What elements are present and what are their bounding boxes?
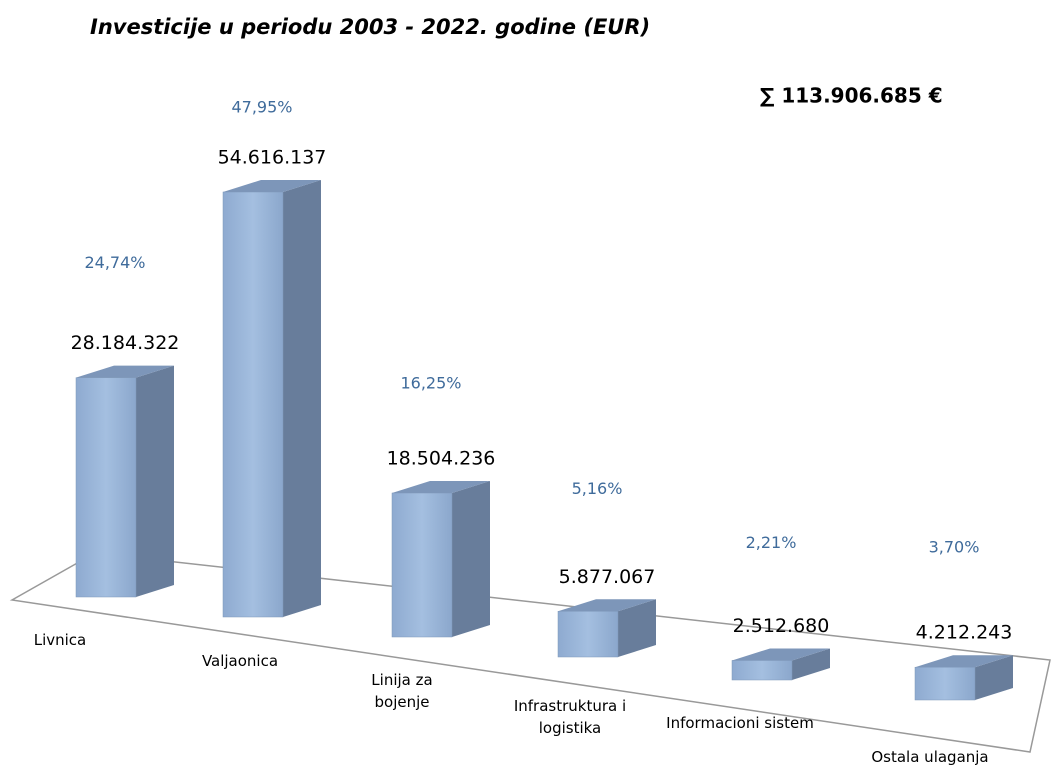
bar [391,481,490,638]
bar-front [391,492,453,638]
bar [731,648,830,681]
bar-top [558,599,656,612]
bar-top [915,655,1013,668]
share-label: 47,95% [231,98,292,117]
share-label: 5,16% [572,479,623,498]
category-label: Linija za bojenje [371,671,433,711]
bar [75,365,174,598]
value-label: 5.877.067 [559,566,656,588]
bar-side [452,481,490,637]
category-label: Livnica [33,631,87,649]
share-label: 2,21% [746,533,797,552]
bar-side [792,648,830,680]
share-label: 16,25% [400,374,461,393]
value-label: 28.184.322 [71,332,180,354]
bar-side [136,365,174,597]
category-label: Informacioni sistem [666,714,814,732]
bar-front [731,660,793,681]
bar-top [76,365,174,378]
category-label: Ostala ulaganja [871,748,989,766]
value-label: 4.212.243 [916,622,1013,644]
bar-top [223,180,321,192]
bar-side [618,599,656,657]
share-label: 3,70% [929,538,980,557]
bar-front [75,377,137,598]
bar-top [732,648,830,661]
bar-top [392,481,490,494]
category-label: Valjaonica [201,652,279,670]
value-label: 2.512.680 [733,615,830,637]
value-label: 18.504.236 [387,448,496,470]
bar [222,180,321,618]
value-label: 54.616.137 [218,147,327,169]
total-label: ∑ 113.906.685 € [760,84,943,108]
bar-front [222,191,284,618]
chart-title: Investicije u periodu 2003 - 2022. godin… [90,15,650,39]
bar-front [557,611,619,658]
category-label: Infrastruktura i logistika [513,697,627,737]
bar [557,599,656,658]
bar-side [283,180,321,617]
bar [914,655,1013,701]
share-label: 24,74% [84,253,145,272]
bar-front [914,666,976,701]
bar-side [975,655,1013,700]
